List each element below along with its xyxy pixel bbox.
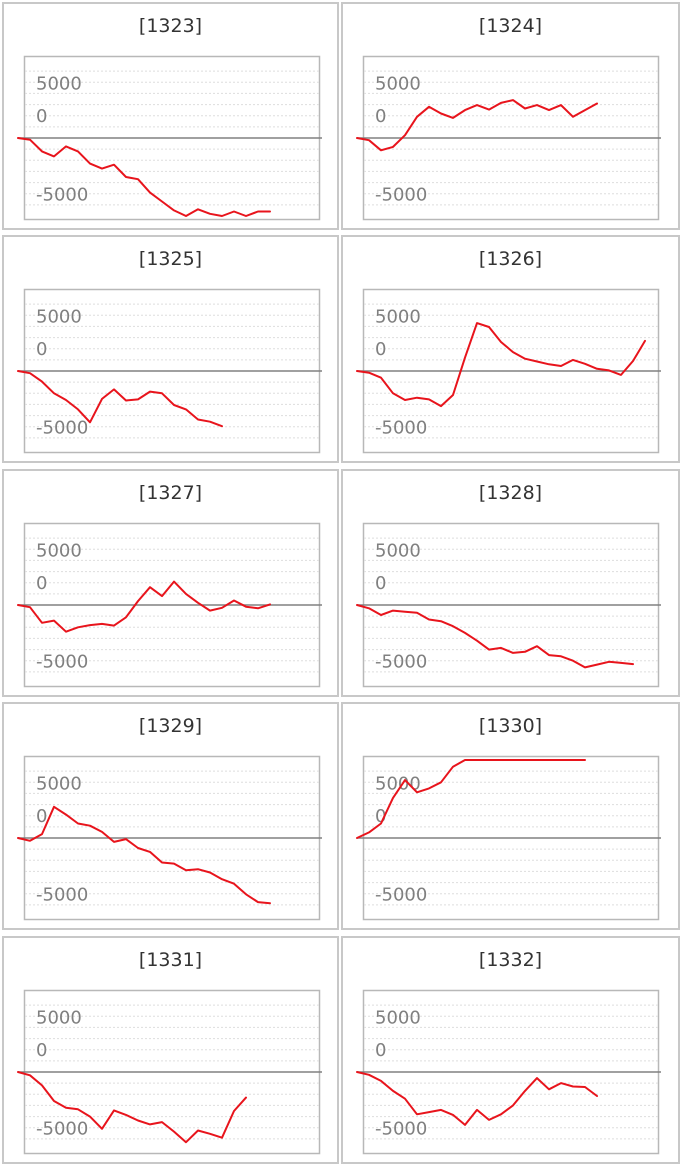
chart-panel-1331: [1331] 5000 0 -5000	[2, 936, 339, 1164]
chart-panel-1332: [1332] 5000 0 -5000	[341, 936, 680, 1164]
y-tick-label: -5000	[36, 885, 88, 906]
y-tick-label: 0	[36, 573, 47, 594]
line-chart: 5000 0 -5000	[356, 288, 661, 454]
line-chart: 5000 0 -5000	[17, 989, 322, 1155]
chart-title: [1323]	[138, 15, 203, 37]
chart-title: [1332]	[478, 949, 543, 971]
line-chart: 5000 0 -5000	[17, 55, 322, 221]
chart-title: [1331]	[138, 949, 203, 971]
y-tick-label: -5000	[375, 185, 427, 206]
y-tick-label: 0	[375, 1040, 386, 1061]
line-chart: 5000 0 -5000	[17, 288, 322, 454]
y-tick-label: 5000	[375, 1007, 421, 1028]
chart-title: [1328]	[478, 482, 543, 504]
series-line	[356, 759, 586, 839]
y-tick-label: -5000	[36, 418, 88, 439]
series-line	[17, 805, 271, 905]
series-line	[356, 1071, 598, 1126]
line-chart: 5000 0 -5000	[356, 55, 661, 221]
y-tick-label: 5000	[375, 773, 421, 794]
chart-panel-1324: [1324] 5000 0 -5000	[341, 2, 680, 230]
chart-panel-1326: [1326] 5000 0 -5000	[341, 235, 680, 463]
chart-panel-1327: [1327] 5000 0 -5000	[2, 469, 339, 697]
chart-title: [1326]	[478, 248, 543, 270]
chart-title: [1330]	[478, 715, 543, 737]
y-tick-label: 0	[375, 573, 386, 594]
y-tick-label: -5000	[375, 418, 427, 439]
series-line	[17, 370, 223, 428]
y-tick-label: -5000	[36, 185, 88, 206]
y-tick-label: 0	[375, 806, 386, 827]
y-tick-label: 5000	[375, 540, 421, 561]
line-chart: 5000 0 -5000	[17, 522, 322, 688]
y-tick-label: 5000	[375, 306, 421, 327]
y-tick-label: 0	[36, 106, 47, 127]
y-tick-label: -5000	[375, 1119, 427, 1140]
line-chart: 5000 0 -5000	[356, 522, 661, 688]
series-line	[17, 137, 271, 217]
y-tick-label: 5000	[36, 540, 82, 561]
y-tick-label: 5000	[36, 773, 82, 794]
chart-title: [1325]	[138, 248, 203, 270]
chart-title: [1324]	[478, 15, 543, 37]
chart-panel-1330: [1330] 5000 0 -5000	[341, 702, 680, 930]
chart-title: [1329]	[138, 715, 203, 737]
chart-panel-1328: [1328] 5000 0 -5000	[341, 469, 680, 697]
series-line	[17, 1071, 247, 1144]
y-tick-label: -5000	[36, 652, 88, 673]
series-line	[356, 99, 598, 152]
chart-panel-1329: [1329] 5000 0 -5000	[2, 702, 339, 930]
y-tick-label: 5000	[36, 306, 82, 327]
series-line	[356, 604, 634, 669]
y-tick-label: 0	[36, 1040, 47, 1061]
line-chart: 5000 0 -5000	[356, 755, 661, 921]
y-tick-label: 0	[36, 806, 47, 827]
chart-panel-1325: [1325] 5000 0 -5000	[2, 235, 339, 463]
chart-panel-1323: [1323] 5000 0 -5000	[2, 2, 339, 230]
y-tick-label: 0	[375, 106, 386, 127]
y-tick-label: 0	[36, 339, 47, 360]
y-tick-label: 5000	[36, 73, 82, 94]
y-tick-label: 5000	[375, 73, 421, 94]
y-tick-label: 5000	[36, 1007, 82, 1028]
y-tick-label: -5000	[375, 885, 427, 906]
series-line	[356, 322, 646, 408]
y-tick-label: -5000	[36, 1119, 88, 1140]
line-chart: 5000 0 -5000	[356, 989, 661, 1155]
chart-title: [1327]	[138, 482, 203, 504]
series-line	[17, 580, 271, 633]
y-tick-label: 0	[375, 339, 386, 360]
y-tick-label: -5000	[375, 652, 427, 673]
line-chart: 5000 0 -5000	[17, 755, 322, 921]
